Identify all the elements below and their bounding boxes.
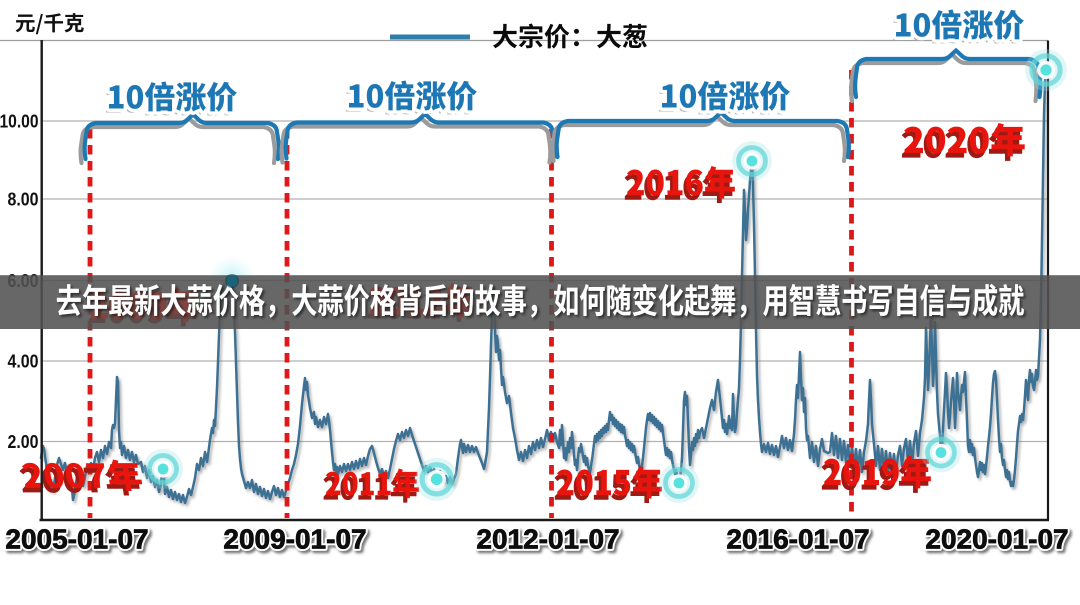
svg-text:10.00: 10.00: [0, 111, 39, 132]
svg-text:4.00: 4.00: [8, 351, 39, 372]
svg-text:2009-01-07: 2009-01-07: [223, 524, 366, 555]
svg-text:2005-01-07: 2005-01-07: [5, 524, 148, 555]
svg-text:2020-01-07: 2020-01-07: [925, 524, 1068, 555]
svg-text:2009-01-07: 2009-01-07: [223, 524, 366, 555]
svg-text:2016-01-07: 2016-01-07: [726, 524, 869, 555]
svg-text:8.00: 8.00: [8, 189, 39, 210]
svg-text:2012-01-07: 2012-01-07: [476, 524, 619, 555]
svg-text:2012-01-07: 2012-01-07: [476, 524, 619, 555]
svg-text:2016-01-07: 2016-01-07: [726, 524, 869, 555]
svg-text:2020-01-07: 2020-01-07: [925, 524, 1068, 555]
svg-text:2.00: 2.00: [8, 431, 39, 452]
svg-text:2005-01-07: 2005-01-07: [5, 524, 148, 555]
